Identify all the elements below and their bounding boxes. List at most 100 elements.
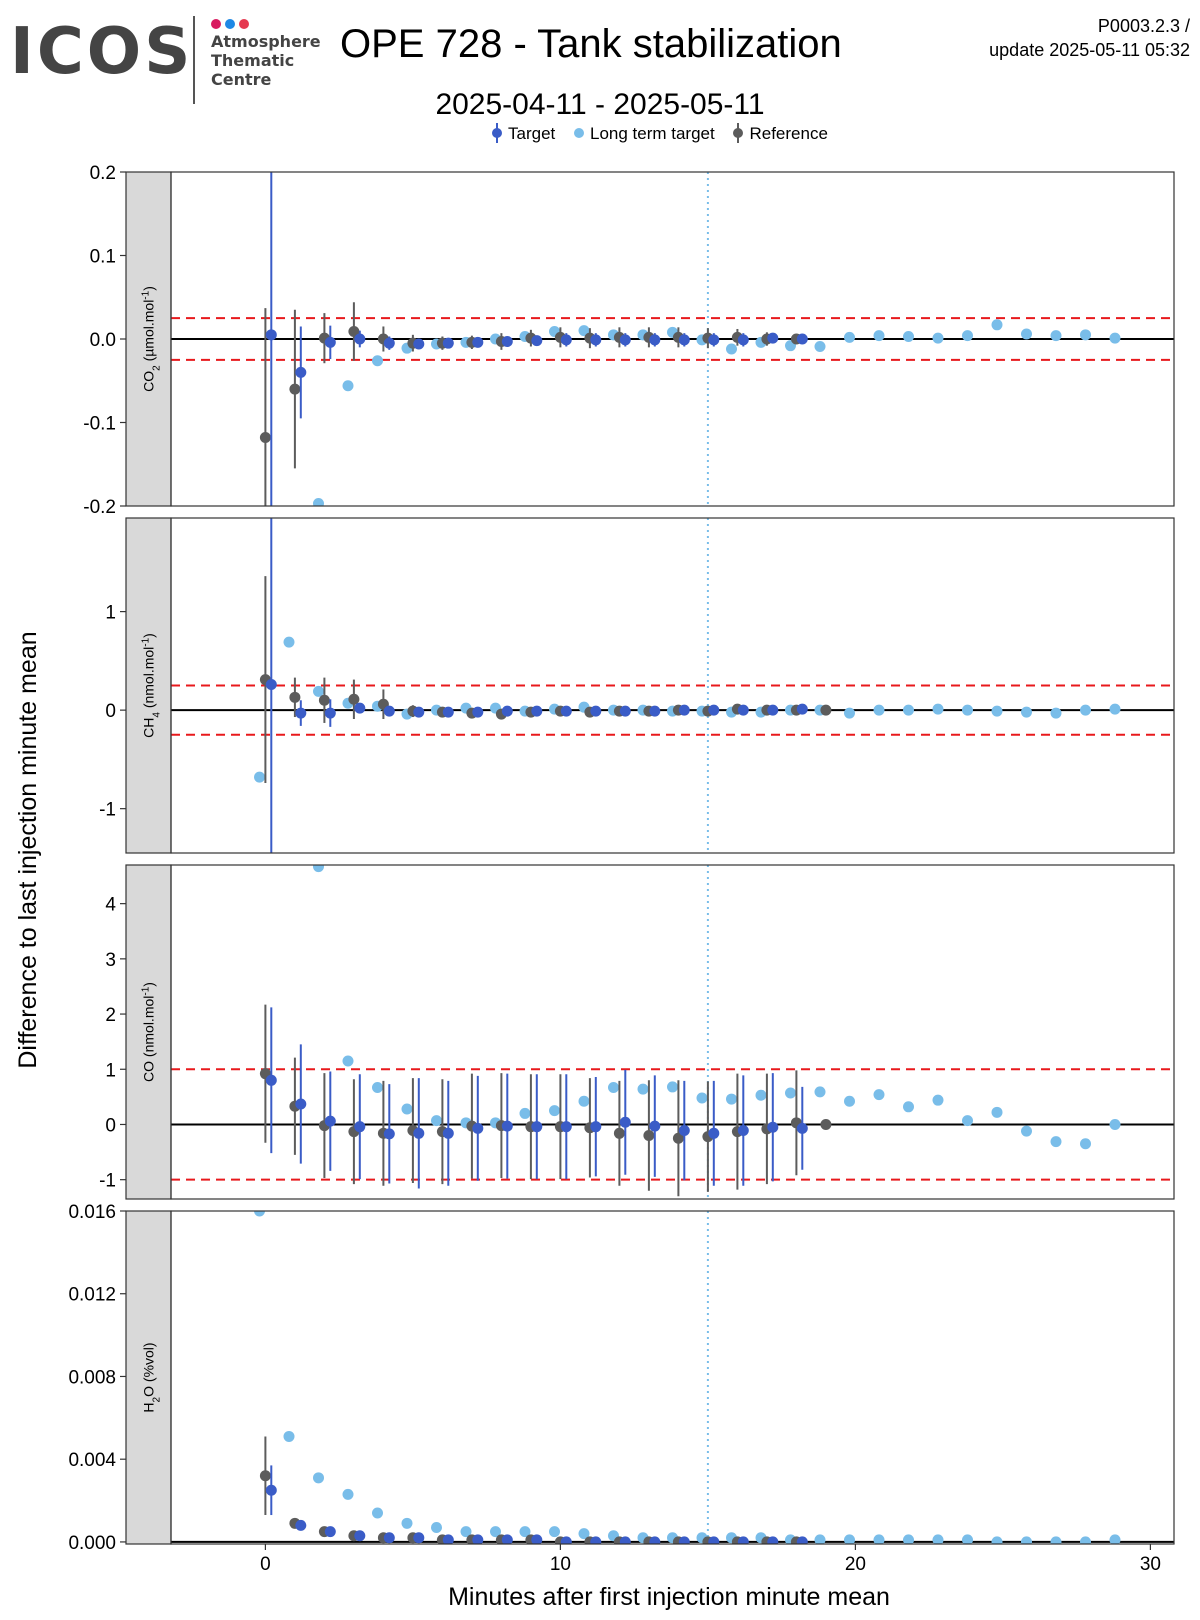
data-point <box>1050 1136 1062 1148</box>
data-point <box>767 1121 779 1133</box>
data-point <box>590 1536 602 1544</box>
y-tick-label: 0.004 <box>68 1450 116 1471</box>
data-point <box>265 1074 277 1086</box>
data-point <box>560 334 572 346</box>
data-point <box>844 707 855 719</box>
data-point <box>442 1127 454 1139</box>
data-point <box>903 1534 914 1544</box>
version-label: P0003.2.3 / <box>1097 16 1190 36</box>
data-point <box>501 1120 513 1132</box>
legend-item-reference: Reference <box>731 123 828 144</box>
series-target <box>265 172 808 506</box>
x-axis-label: Minutes after first injection minute mea… <box>448 1583 890 1611</box>
y-tick-label: 0.2 <box>90 163 116 184</box>
logo-dots-icon <box>211 16 253 29</box>
version-info: P0003.2.3 / update 2025-05-11 05:32 <box>989 14 1190 62</box>
data-point <box>737 334 749 346</box>
data-point <box>903 704 914 716</box>
y-tick-label: 2 <box>105 1005 116 1026</box>
data-point <box>785 1087 796 1099</box>
data-point <box>873 330 885 342</box>
data-point <box>372 1081 383 1093</box>
data-point <box>254 1211 265 1217</box>
data-point <box>619 1536 631 1544</box>
legend-dot-icon <box>573 128 584 138</box>
data-point <box>649 334 661 346</box>
panel-background <box>171 1211 1174 1544</box>
data-point <box>348 693 360 705</box>
series-long-term-target <box>254 636 1121 783</box>
data-point <box>796 703 808 715</box>
x-tick-label: 0 <box>260 1554 271 1575</box>
data-point <box>649 1120 661 1132</box>
icos-logo: ICOS <box>10 15 194 89</box>
logo-subtitle: Atmosphere Thematic Centre <box>211 32 321 89</box>
data-point <box>265 679 277 691</box>
data-point <box>324 1526 336 1538</box>
panel-strip-label: CO (nmol.mol-1) <box>140 982 157 1082</box>
data-point <box>796 1122 808 1134</box>
logo-dot-icon <box>211 19 221 29</box>
data-point <box>531 1121 543 1133</box>
data-point <box>342 1055 354 1067</box>
data-point <box>1080 329 1091 341</box>
data-point <box>259 1470 271 1482</box>
panel-background <box>171 865 1174 1199</box>
panel-strip <box>125 864 172 1200</box>
data-point <box>531 1534 543 1544</box>
chart-legend: Target Long term target Reference <box>490 123 840 146</box>
panel: CO2 (µmol.mol-1)-0.2-0.10.00.10.2 <box>83 163 1175 518</box>
panel-border <box>170 864 1175 1200</box>
y-tick-label: 0 <box>105 1115 116 1136</box>
legend-item-long-term-target: Long term target <box>572 124 715 144</box>
data-point <box>1109 1534 1121 1544</box>
data-point <box>413 338 425 350</box>
data-point <box>431 1115 442 1127</box>
data-point <box>991 1536 1003 1544</box>
data-point <box>796 1536 808 1544</box>
data-point <box>324 707 336 719</box>
data-point <box>1109 703 1121 715</box>
legend-label: Target <box>508 124 556 143</box>
data-point <box>708 1127 720 1139</box>
data-point <box>531 705 543 717</box>
logo-line: Centre <box>211 70 272 89</box>
x-tick-label: 30 <box>1140 1554 1161 1575</box>
data-point <box>342 1488 354 1500</box>
data-point <box>1080 1138 1091 1150</box>
data-point <box>383 1532 395 1544</box>
data-point <box>372 1507 383 1519</box>
data-point <box>442 1534 454 1544</box>
y-tick-label: 0.1 <box>90 247 116 268</box>
chart-header: ICOS Atmosphere Thematic Centre OPE 728 … <box>0 0 1200 170</box>
series-target <box>265 1007 808 1189</box>
data-point <box>755 1089 767 1101</box>
data-point <box>814 341 826 353</box>
data-point <box>932 1094 944 1106</box>
y-tick-label: 0 <box>105 701 116 722</box>
data-point <box>578 1095 590 1107</box>
panel-strip <box>125 171 172 507</box>
data-point <box>932 1534 944 1544</box>
y-tick-label: -1 <box>99 1171 116 1192</box>
data-point <box>696 1092 708 1104</box>
panel-plot-area <box>171 172 1174 506</box>
series-target <box>265 1465 808 1544</box>
data-point <box>431 1521 442 1533</box>
y-tick-label: 0.0 <box>90 330 116 351</box>
data-point <box>348 325 360 337</box>
data-point <box>560 1536 572 1544</box>
panel: CH4 (nmol.mol-1)-101 <box>99 517 1175 854</box>
data-point <box>1021 706 1032 718</box>
panel-border <box>170 171 1175 507</box>
data-point <box>313 1472 324 1484</box>
panel-border <box>170 1210 1175 1545</box>
data-point <box>531 335 543 347</box>
data-point <box>820 1118 832 1130</box>
data-point <box>289 383 301 395</box>
logo-separator <box>193 16 195 104</box>
logo-line: Atmosphere <box>211 32 321 51</box>
data-point <box>413 706 425 718</box>
